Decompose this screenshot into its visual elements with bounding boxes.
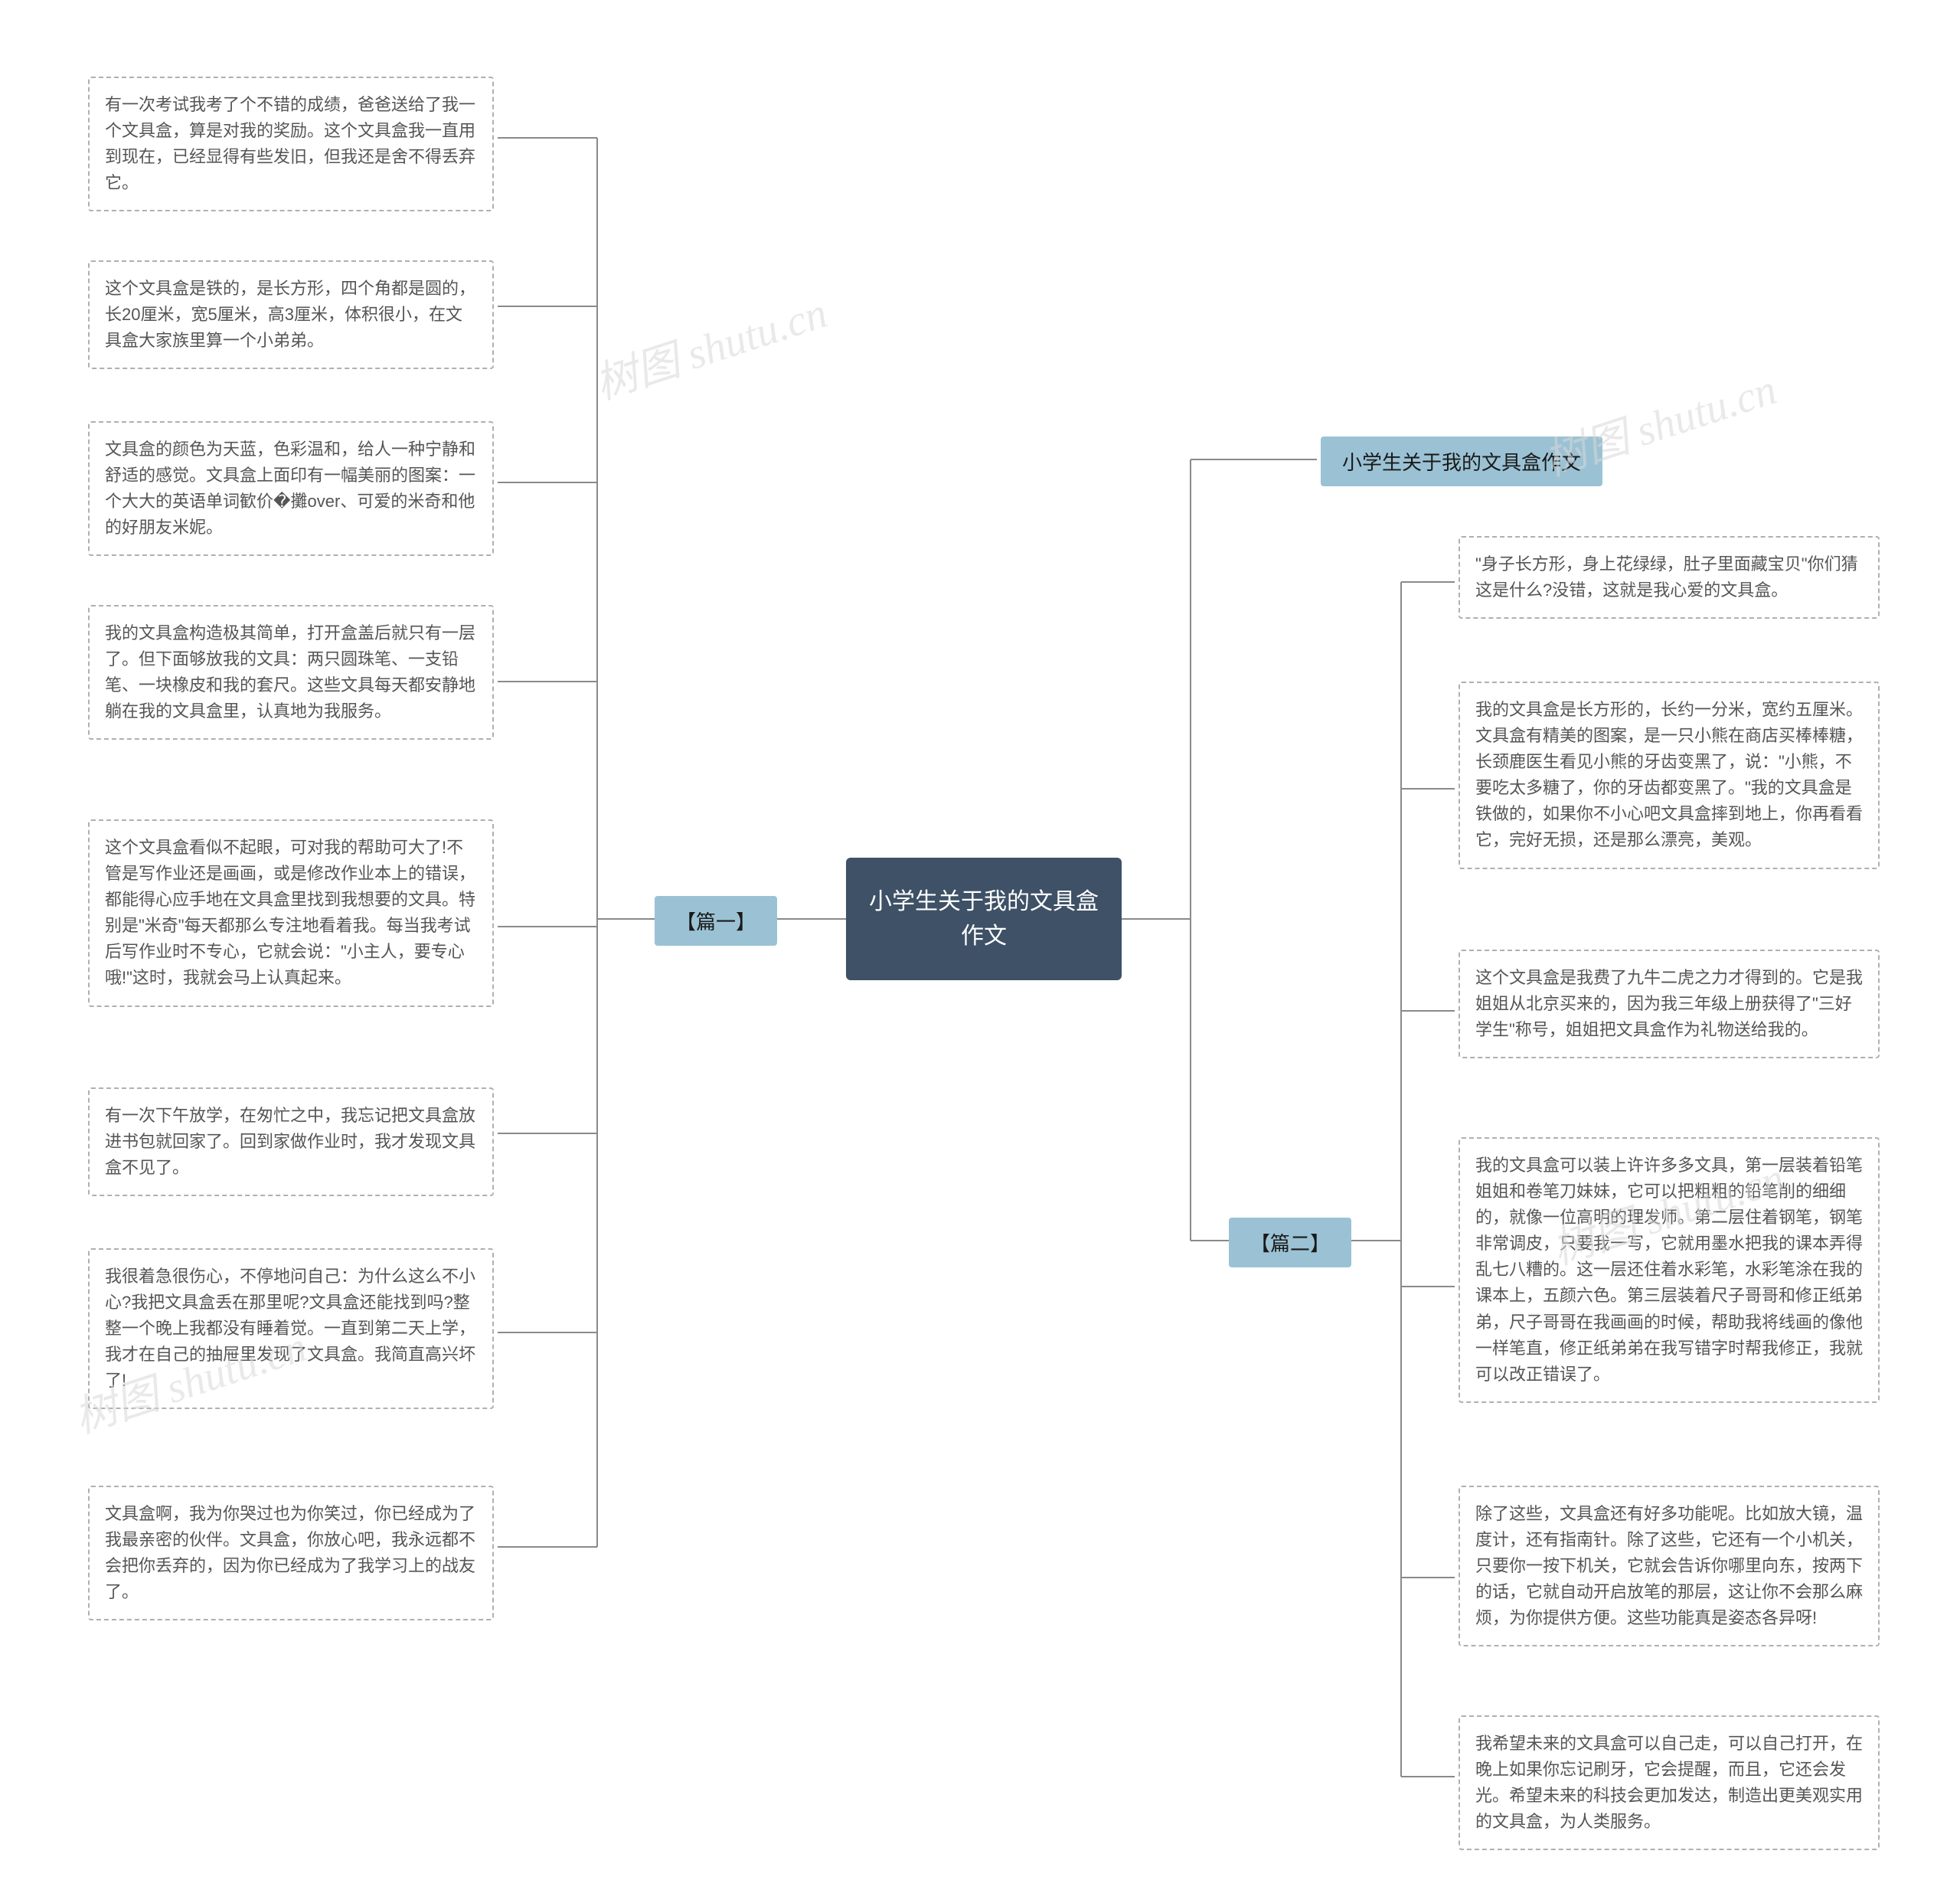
- center-node: 小学生关于我的文具盒作文: [846, 858, 1122, 980]
- left-leaf: 我的文具盒构造极其简单，打开盒盖后就只有一层了。但下面够放我的文具：两只圆珠笔、…: [88, 605, 494, 740]
- right-leaf: 我的文具盒是长方形的，长约一分米，宽约五厘米。文具盒有精美的图案，是一只小熊在商…: [1459, 682, 1880, 869]
- right-leaf: "身子长方形，身上花绿绿，肚子里面藏宝贝"你们猜这是什么?没错，这就是我心爱的文…: [1459, 536, 1880, 619]
- left-leaf: 我很着急很伤心，不停地问自己：为什么这么不小心?我把文具盒丢在那里呢?文具盒还能…: [88, 1248, 494, 1409]
- right-leaf: 除了这些，文具盒还有好多功能呢。比如放大镜，温度计，还有指南针。除了这些，它还有…: [1459, 1486, 1880, 1646]
- left-leaf: 这个文具盒看似不起眼，可对我的帮助可大了!不管是写作业还是画画，或是修改作业本上…: [88, 819, 494, 1007]
- left-leaf: 有一次下午放学，在匆忙之中，我忘记把文具盒放进书包就回家了。回到家做作业时，我才…: [88, 1087, 494, 1196]
- left-leaf: 文具盒的颜色为天蓝，色彩温和，给人一种宁静和舒适的感觉。文具盒上面印有一幅美丽的…: [88, 421, 494, 556]
- branch-left: 【篇一】: [655, 896, 777, 946]
- left-leaf: 这个文具盒是铁的，是长方形，四个角都是圆的，长20厘米，宽5厘米，高3厘米，体积…: [88, 260, 494, 369]
- mindmap-container: 树图 shutu.cn 树图 shutu.cn 树图 shutu.cn 树图 s…: [0, 0, 1960, 1903]
- right-leaf: 我希望未来的文具盒可以自己走，可以自己打开，在晚上如果你忘记刷牙，它会提醒，而且…: [1459, 1715, 1880, 1850]
- right-leaf: 我的文具盒可以装上许许多多文具，第一层装着铅笔姐姐和卷笔刀妹妹，它可以把粗粗的铅…: [1459, 1137, 1880, 1403]
- watermark: 树图 shutu.cn: [586, 278, 834, 411]
- left-leaf: 有一次考试我考了个不错的成绩，爸爸送给了我一个文具盒，算是对我的奖励。这个文具盒…: [88, 77, 494, 211]
- right-leaf: 这个文具盒是我费了九牛二虎之力才得到的。它是我姐姐从北京买来的，因为我三年级上册…: [1459, 950, 1880, 1058]
- branch-right-title: 小学生关于我的文具盒作文: [1321, 437, 1602, 486]
- left-leaf: 文具盒啊，我为你哭过也为你笑过，你已经成为了我最亲密的伙伴。文具盒，你放心吧，我…: [88, 1486, 494, 1620]
- branch-right: 【篇二】: [1229, 1218, 1351, 1267]
